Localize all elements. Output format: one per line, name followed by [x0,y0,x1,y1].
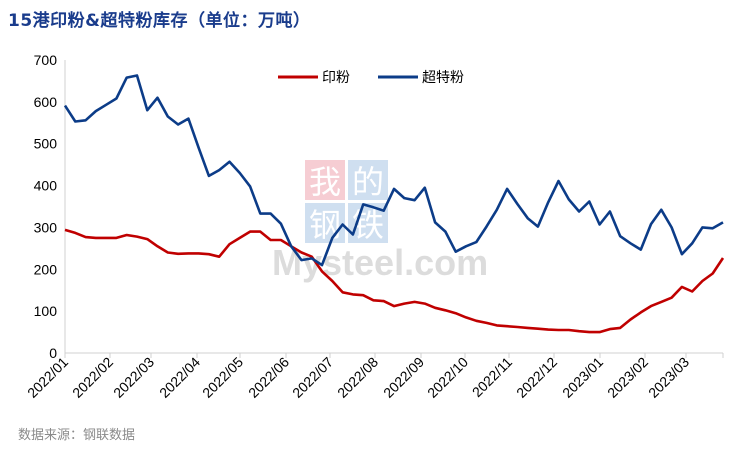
x-tick-label: 2022/01 [24,354,71,401]
svg-text:Mysteel.com: Mysteel.com [272,242,488,283]
x-tick-label: 2022/12 [513,354,560,401]
x-tick-label: 2022/08 [334,354,381,401]
x-tick-label: 2023/02 [604,354,651,401]
series-line [64,228,725,334]
y-tick-label: 0 [49,345,57,361]
y-tick-label: 500 [34,136,58,152]
x-tick-label: 2022/05 [199,354,246,401]
x-tick-label: 2022/11 [469,354,516,401]
series-line [63,74,724,267]
x-tick-label: 2022/03 [110,354,157,401]
y-tick-label: 300 [34,219,58,235]
legend-label: 印粉 [322,70,350,86]
x-tick-label: 2023/01 [559,354,606,401]
y-tick-label: 700 [34,52,58,68]
y-tick-label: 400 [34,178,58,194]
y-tick-label: 200 [34,261,58,277]
x-tick-label: 2022/04 [156,354,203,401]
watermark: 我 的 钢 铁 Mysteel.com [272,160,488,283]
svg-text:我: 我 [309,163,341,201]
svg-text:钢: 钢 [309,206,341,244]
y-tick-label: 100 [34,303,58,319]
x-tick-label: 2022/06 [245,354,292,401]
y-tick-label: 600 [34,94,58,110]
legend-label: 超特粉 [422,70,464,86]
x-tick-label: 2022/09 [380,354,427,401]
x-tick-label: 2023/03 [645,354,692,401]
x-tick-label: 2022/07 [289,354,336,401]
source-note: 数据来源：钢联数据 [18,428,136,443]
x-tick-label: 2022/02 [69,354,116,401]
svg-text:的: 的 [352,163,384,201]
chart-title: 15港印粉&超特粉库存（单位：万吨） [8,11,311,31]
x-tick-label: 2022/10 [424,354,471,401]
